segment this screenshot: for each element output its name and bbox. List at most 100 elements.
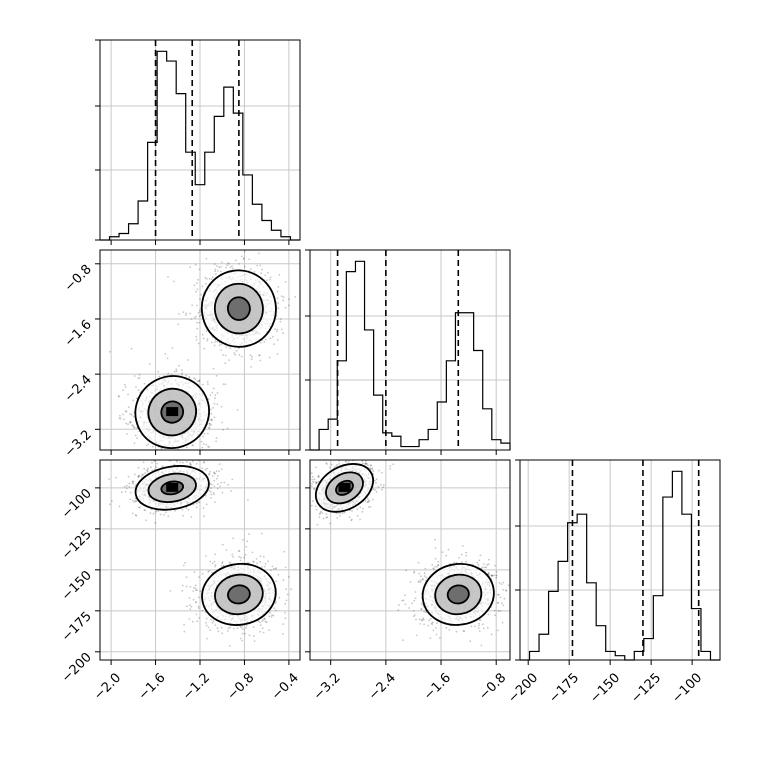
x-vs-z-point <box>134 500 137 502</box>
x-vs-y-point <box>177 323 180 326</box>
x-vs-y-point <box>237 347 240 350</box>
x-vs-y-point <box>229 457 231 459</box>
y-vs-z-point <box>478 622 480 625</box>
x-vs-z-point <box>274 602 277 604</box>
x-vs-z-point <box>227 627 230 629</box>
y-vs-z-point <box>380 483 382 486</box>
x-vs-y-point <box>225 266 227 269</box>
y-vs-z-point <box>336 463 338 466</box>
x-vs-y-point <box>196 327 199 330</box>
x-vs-y-point <box>130 421 132 424</box>
y-vs-z-point <box>295 489 297 491</box>
x-vs-z-point <box>205 503 208 506</box>
y-vs-z-point <box>317 475 320 477</box>
x-vs-z-xtick-label-group: −1.6 <box>136 670 169 703</box>
y-vs-z-point <box>310 485 313 487</box>
x-vs-y-point <box>186 359 189 361</box>
x-vs-y-point <box>117 395 120 397</box>
z-marginal-xtick-label: −175 <box>546 670 582 706</box>
y-vs-z-point <box>325 462 328 464</box>
x-vs-z-point <box>282 623 284 625</box>
x-vs-y-ytick-label-group: −1.6 <box>62 317 95 350</box>
x-vs-y-point <box>202 435 205 438</box>
x-vs-z-point <box>185 576 188 579</box>
x-vs-y-point <box>135 386 137 388</box>
y-vs-z-point <box>308 501 310 503</box>
x-vs-y-density-peak <box>166 407 179 417</box>
x-vs-z-point <box>195 601 197 603</box>
x-vs-y-point <box>198 315 201 318</box>
y-vs-z-point <box>374 489 377 491</box>
x-vs-y-point <box>198 380 201 383</box>
x-vs-y-point <box>145 444 148 447</box>
x-vs-z-point <box>183 630 186 633</box>
x-vs-z-point <box>252 561 255 563</box>
x-vs-z-point <box>132 480 135 483</box>
y-vs-z-point <box>413 570 416 573</box>
x-vs-z-point <box>135 514 138 517</box>
x-vs-y-point <box>277 302 279 304</box>
x-vs-y-point <box>124 386 127 388</box>
x-vs-y-point <box>221 261 223 264</box>
x-vs-y-contour <box>134 375 210 449</box>
x-vs-y-point <box>158 454 160 456</box>
x-vs-y-point <box>208 446 211 448</box>
z-marginal-xtick-label: −100 <box>669 670 705 706</box>
x-vs-z-point <box>142 473 145 476</box>
x-vs-y-point <box>136 437 139 440</box>
x-vs-y-point <box>131 424 134 426</box>
x-vs-z-point <box>284 617 287 620</box>
x-vs-z-point <box>244 632 246 635</box>
x-vs-y-point <box>198 380 200 383</box>
y-vs-z-point <box>315 482 318 484</box>
x-vs-z-point <box>169 590 172 592</box>
x-vs-y-point <box>197 342 200 345</box>
x-vs-z-contour <box>147 472 197 503</box>
y-vs-z-point <box>311 478 314 481</box>
x-vs-y-point <box>200 293 203 296</box>
y-vs-z-point <box>350 518 353 521</box>
z-marginal-xtick-label-group: −175 <box>546 670 582 706</box>
x-vs-z-point <box>204 468 207 471</box>
x-vs-z-point <box>111 500 113 502</box>
y-vs-z-point <box>317 476 320 479</box>
x-vs-z-point <box>237 550 240 552</box>
y-vs-z-point <box>369 467 372 470</box>
x-vs-y-point <box>224 362 227 365</box>
x-vs-z-point <box>155 510 158 513</box>
x-vs-z-ytick-label: −100 <box>59 486 95 522</box>
x-vs-z-ytick-label-group: −150 <box>59 568 95 604</box>
x-vs-z-point <box>242 539 244 541</box>
x-vs-z-point <box>241 632 244 635</box>
x-vs-y-point <box>128 421 131 424</box>
x-vs-z-point <box>212 491 215 494</box>
x-vs-z-point <box>195 506 198 509</box>
y-vs-z-point <box>351 510 353 512</box>
x-vs-z-point <box>151 461 153 464</box>
x-vs-y-point <box>132 426 135 429</box>
x-vs-z-point <box>131 481 134 484</box>
x-vs-z-point <box>189 454 191 456</box>
x-vs-z-point <box>228 561 231 564</box>
x-vs-y-point <box>132 415 135 418</box>
y-vs-z-point <box>382 486 384 488</box>
x-vs-y-point <box>181 452 183 454</box>
x-vs-y-point <box>124 383 126 386</box>
x-vs-z-point <box>257 620 260 623</box>
x-vs-z-point <box>210 497 213 499</box>
x-vs-y-contour <box>226 296 251 321</box>
x-vs-y-point <box>277 286 280 288</box>
x-vs-y-point <box>167 372 170 375</box>
x-vs-z-point <box>167 454 169 456</box>
y-vs-z-point <box>328 466 331 469</box>
y-vs-z-point <box>398 604 400 606</box>
y-vs-z-point <box>304 515 306 517</box>
x-vs-y-contour <box>147 387 197 437</box>
y-vs-z-point <box>340 456 342 458</box>
y-vs-z-point <box>423 575 426 577</box>
y-vs-z-point <box>315 466 317 469</box>
x-vs-z-point <box>191 620 194 623</box>
y-vs-z-point <box>350 444 352 446</box>
x-vs-z-point <box>167 515 170 518</box>
x-vs-y-point <box>220 266 223 268</box>
